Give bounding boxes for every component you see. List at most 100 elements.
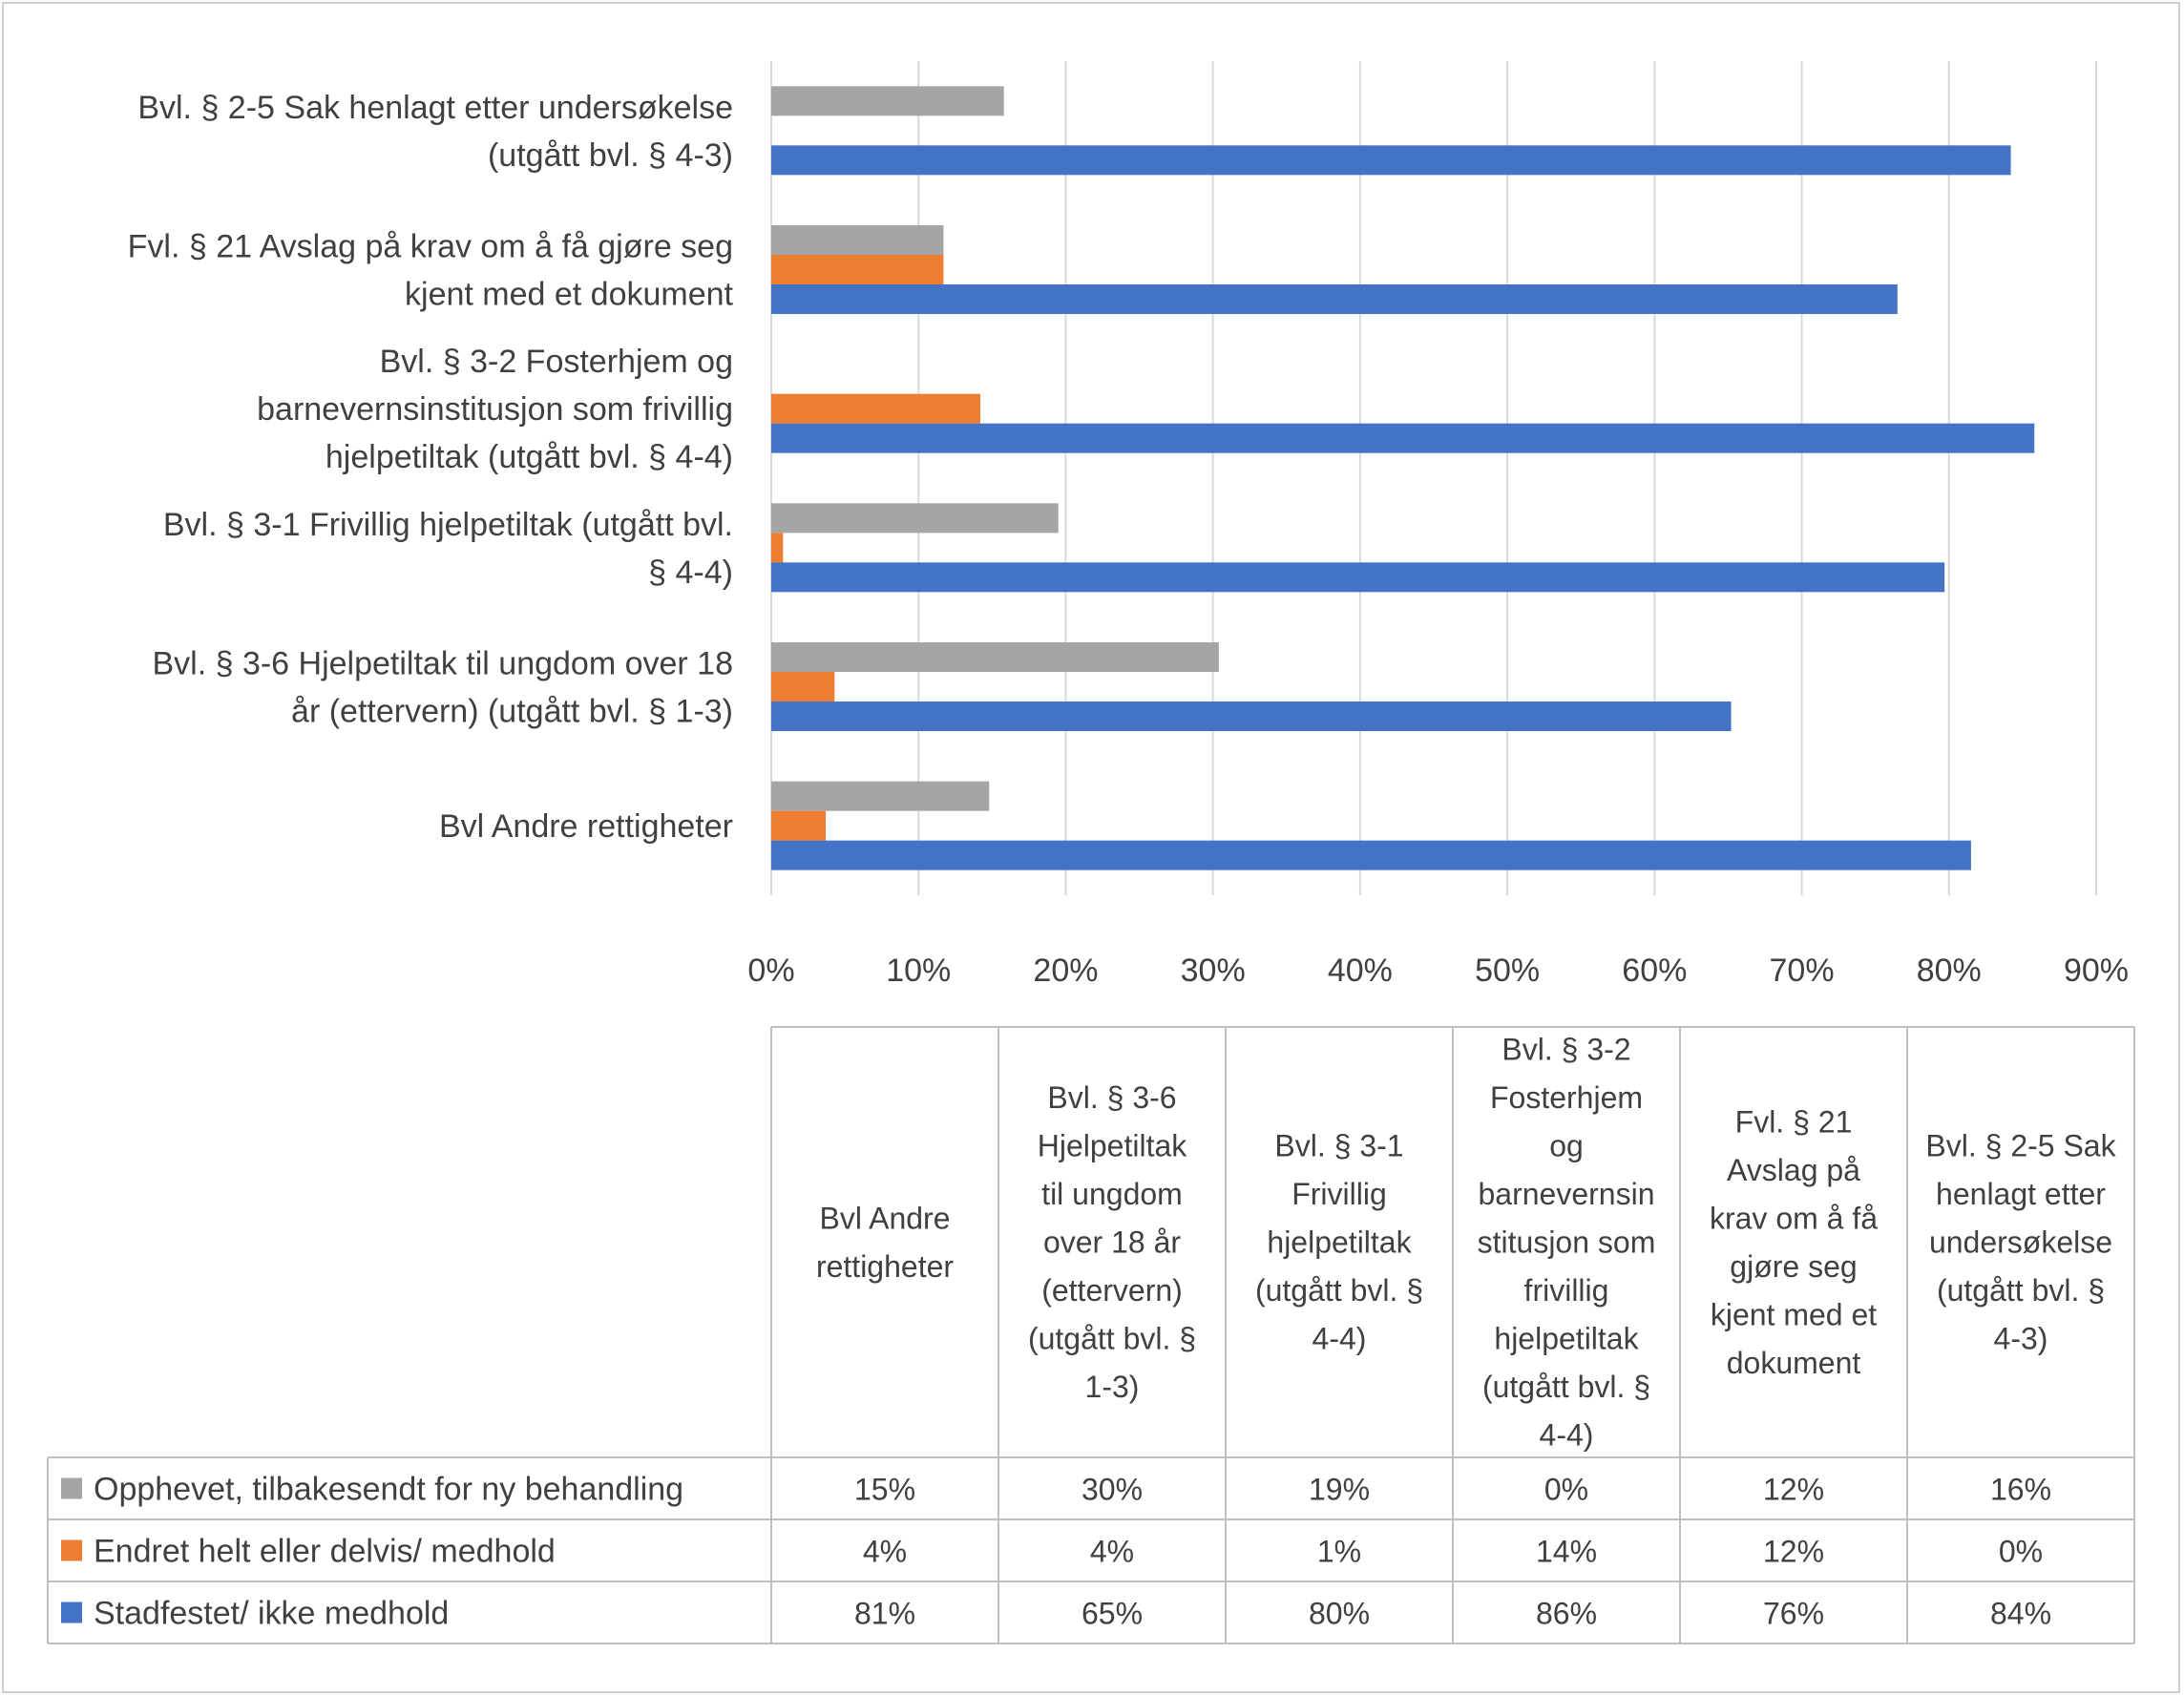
bar-3 — [771, 145, 2011, 176]
table-header-line: hjelpetiltak — [1494, 1322, 1639, 1356]
table-header-line: og — [1549, 1129, 1584, 1163]
table-header-line: Frivillig — [1292, 1177, 1387, 1211]
table-header-line: Fvl. § 21 — [1735, 1104, 1853, 1139]
table-header-line: kjent med et — [1711, 1297, 1877, 1331]
table-cell: 16% — [1990, 1473, 2051, 1507]
x-tick-label: 60% — [1622, 953, 1687, 989]
table-header-line: rettigheter — [816, 1249, 954, 1284]
x-tick-label: 40% — [1328, 953, 1393, 989]
table-cell: 80% — [1309, 1597, 1370, 1631]
legend-swatch — [61, 1539, 82, 1561]
x-tick-label: 50% — [1475, 953, 1540, 989]
table-header-line: til ungdom — [1041, 1177, 1183, 1211]
category-label: Bvl. § 3-2 Fosterhjem og — [380, 344, 733, 380]
table-cell: 84% — [1990, 1597, 2051, 1631]
category-label: Fvl. § 21 Avslag på krav om å få gjøre s… — [128, 229, 733, 265]
table-header-line: henlagt etter — [1936, 1177, 2106, 1211]
bar-1 — [771, 86, 1004, 116]
bar-2 — [771, 672, 835, 701]
table-cell: 4% — [1090, 1535, 1134, 1569]
table-cell: 0% — [1999, 1535, 2043, 1569]
table-header-line: gjøre seg — [1730, 1249, 1857, 1284]
table-cell: 1% — [1317, 1535, 1361, 1569]
legend-swatch — [61, 1602, 82, 1623]
table-cell: 12% — [1763, 1535, 1824, 1569]
table-header-line: 4-3) — [1994, 1322, 2048, 1356]
x-tick-label: 30% — [1181, 953, 1246, 989]
series-name: Opphevet, tilbakesendt for ny behandling — [94, 1472, 683, 1508]
table-cell: 15% — [854, 1473, 915, 1507]
category-labels: Bvl Andre rettigheter Bvl. § 3-6 Hjelpeti… — [128, 90, 734, 845]
table-cell: 65% — [1082, 1597, 1143, 1631]
category-label: år (ettervern) (utgått bvl. § 1-3) — [291, 694, 733, 730]
x-axis-ticks: 0% 10% 20% 30% 40% 50% 60% 70% 80% 90% — [747, 953, 2129, 989]
table-header-line: Bvl. § 3-2 — [1502, 1033, 1630, 1067]
table-header-line: Bvl. § 2-5 Sak — [1925, 1129, 2116, 1163]
category-label: (utgått bvl. § 4-3) — [488, 137, 733, 174]
table-header-line: Avslag på — [1727, 1153, 1860, 1187]
bar-3 — [771, 840, 1971, 870]
table-cell: 0% — [1544, 1473, 1588, 1507]
table-header-line: Bvl. § 3-6 — [1047, 1080, 1176, 1115]
table-header-line: frivillig — [1524, 1273, 1609, 1308]
bar-2 — [771, 393, 980, 424]
data-table: Bvl Andre rettigheter Bvl. § 3-6 Hjelpetilt… — [47, 1026, 2135, 1644]
category-label: Bvl. § 2-5 Sak henlagt etter undersøkels… — [137, 90, 733, 126]
table-header-line: (ettervern) — [1041, 1273, 1183, 1308]
bar-3 — [771, 701, 1732, 731]
table-cell: 76% — [1763, 1597, 1824, 1631]
category-label: hjelpetiltak (utgått bvl. § 4-4) — [326, 439, 733, 475]
category-label: Bvl. § 3-6 Hjelpetiltak til ungdom over … — [152, 646, 733, 682]
table-header-line: (utgått bvl. § — [1255, 1273, 1423, 1308]
table-header-line: stitusjon som — [1478, 1225, 1656, 1260]
x-tick-label: 80% — [1917, 953, 1982, 989]
table-header-line: hjelpetiltak — [1267, 1225, 1412, 1260]
table-header-line: Fosterhjem — [1490, 1080, 1643, 1115]
table-header-line: over 18 år — [1043, 1225, 1181, 1260]
table-cell: 86% — [1536, 1597, 1597, 1631]
table-cell: 81% — [854, 1597, 915, 1631]
series-name: Stadfestet/ ikke medhold — [94, 1596, 449, 1632]
bar-3 — [771, 284, 1898, 314]
x-tick-label: 20% — [1033, 953, 1098, 989]
bar-1 — [771, 642, 1219, 672]
bar-1 — [771, 503, 1059, 534]
category-label: kjent med et dokument — [405, 277, 734, 313]
category-label: § 4-4) — [648, 555, 733, 591]
table-header-line: krav om å få — [1710, 1201, 1878, 1235]
x-tick-label: 90% — [2064, 953, 2129, 989]
table-cell: 14% — [1536, 1535, 1597, 1569]
table-cell: 12% — [1763, 1473, 1824, 1507]
bar-3 — [771, 562, 1945, 593]
table-header-line: 1-3) — [1085, 1370, 1140, 1404]
table-cell: 30% — [1082, 1473, 1143, 1507]
table-header-line: Hjelpetiltak — [1038, 1129, 1188, 1163]
bar-1 — [771, 781, 990, 811]
bar-3 — [771, 423, 2035, 453]
table-cell: 4% — [863, 1535, 907, 1569]
category-label: Bvl. § 3-1 Frivillig hjelpetiltak (utgåt… — [163, 507, 733, 543]
table-header-line: (utgått bvl. § — [1937, 1273, 2105, 1308]
bars — [771, 86, 2035, 870]
legend-swatch — [61, 1477, 82, 1499]
bar-2 — [771, 255, 944, 284]
table-header-line: Bvl. § 3-1 — [1274, 1129, 1403, 1163]
bar-1 — [771, 225, 944, 255]
table-header-line: undersøkelse — [1929, 1225, 2112, 1260]
table-header-line: 4-4) — [1312, 1322, 1367, 1356]
table-header-line: 4-4) — [1540, 1418, 1594, 1453]
grid-lines — [770, 61, 2097, 895]
x-tick-label: 70% — [1770, 953, 1835, 989]
table-header-line: (utgått bvl. § — [1028, 1322, 1196, 1356]
series-name: Endret helt eller delvis/ medhold — [94, 1534, 556, 1570]
bar-2 — [771, 810, 827, 841]
category-label: Bvl Andre rettigheter — [439, 808, 733, 845]
x-tick-label: 10% — [886, 953, 951, 989]
table-header-line: dokument — [1727, 1346, 1861, 1380]
table-header-line: Bvl Andre — [820, 1201, 951, 1235]
table-header-line: (utgått bvl. § — [1482, 1370, 1650, 1404]
category-label: barnevernsinstitusjon som frivillig — [257, 391, 733, 428]
x-tick-label: 0% — [747, 953, 794, 989]
